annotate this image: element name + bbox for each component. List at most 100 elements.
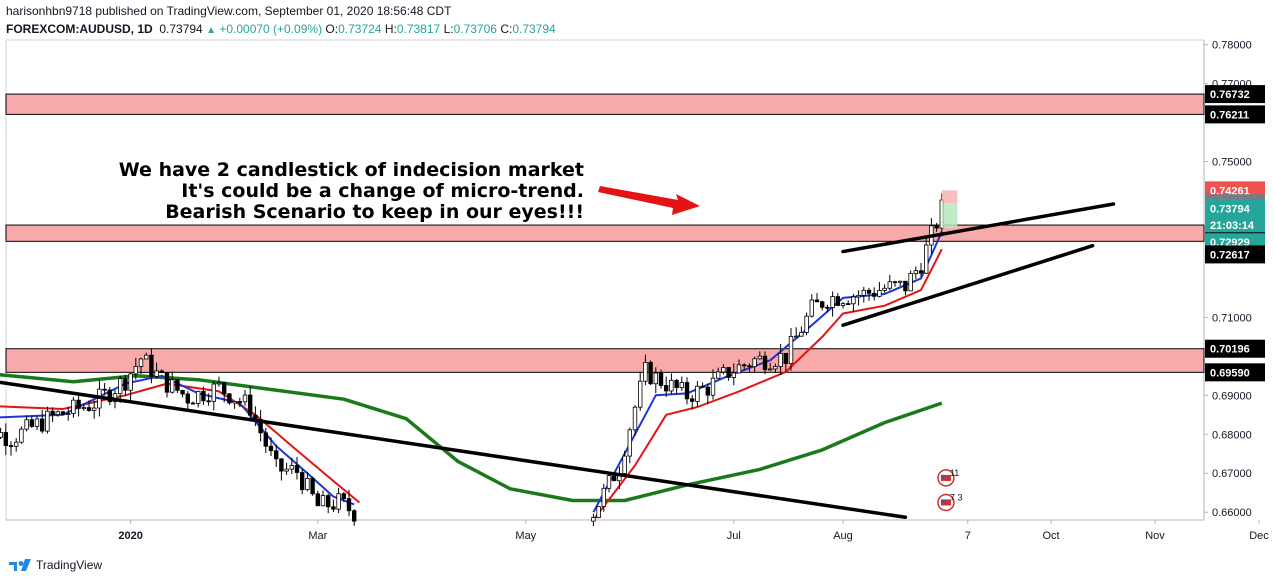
price-tick-label: 0.69000 — [1212, 390, 1252, 402]
candle — [913, 266, 918, 279]
candle — [653, 367, 658, 394]
zone-2 — [5, 348, 1205, 373]
candle-body — [118, 378, 123, 395]
price-label-text: 0.76211 — [1210, 109, 1249, 121]
economic-event[interactable]: 11 — [937, 468, 959, 487]
candle-body — [232, 401, 237, 404]
time-tick-label: 7 — [965, 530, 971, 542]
price-label-bg — [1205, 85, 1265, 104]
candle-body — [861, 289, 866, 296]
candle — [783, 352, 788, 372]
candle-body — [773, 366, 778, 370]
economic-event[interactable]: 7 3 — [937, 492, 963, 512]
candle-body — [934, 225, 939, 229]
candle-body — [716, 371, 721, 379]
position-target-area[interactable] — [941, 203, 958, 229]
candle — [138, 357, 144, 375]
candle — [695, 381, 700, 407]
candle — [284, 462, 289, 475]
time-axis[interactable]: 2020MarMayJulAug7OctNovDec2021 — [118, 520, 1274, 542]
candle-body — [695, 385, 700, 402]
channel-upper-line[interactable] — [841, 202, 1116, 254]
price-label[interactable]: 0.76732 — [1205, 85, 1265, 104]
ema-mid-line-segment-1 — [592, 248, 943, 521]
footer-brand-label: TradingView — [36, 558, 103, 572]
candle-body — [325, 495, 331, 508]
candle-body — [154, 370, 159, 377]
candle — [159, 369, 164, 374]
price-label[interactable]: 21:03:14 — [1205, 216, 1265, 235]
candle-body — [3, 432, 8, 447]
price-tick-label: 0.66000 — [1212, 507, 1252, 519]
candle — [773, 363, 778, 374]
symbol-label[interactable]: FOREXCOM:AUDUSD, 1D — [6, 22, 153, 36]
candle-body — [736, 364, 742, 374]
candle-body — [903, 280, 908, 292]
time-tick-label: Nov — [1145, 530, 1165, 542]
candle-body — [742, 364, 747, 367]
price-axis[interactable]: 0.780000.770000.750000.710000.690000.680… — [1204, 40, 1265, 520]
footer-brand[interactable]: TradingView — [8, 558, 102, 572]
candle — [242, 389, 248, 406]
candle-body — [898, 280, 903, 283]
flag-canton — [940, 474, 945, 478]
economic-events[interactable]: 11 7 3 — [937, 468, 963, 512]
price-label[interactable]: 0.69590 — [1205, 363, 1265, 382]
candle — [227, 393, 232, 405]
candle — [674, 379, 679, 395]
candle-body — [788, 336, 794, 364]
candle-body — [294, 465, 300, 473]
candle-body — [71, 399, 76, 414]
position-stop-area[interactable] — [941, 190, 958, 204]
candle — [180, 389, 185, 398]
candle — [13, 438, 19, 452]
trendlines[interactable] — [0, 202, 1116, 520]
candle — [154, 362, 159, 379]
candle-body — [169, 379, 175, 393]
candle — [19, 426, 24, 444]
candle-body — [918, 270, 924, 274]
candle — [346, 489, 352, 517]
candle — [331, 499, 336, 513]
candle — [804, 312, 809, 336]
price-label[interactable]: 0.70196 — [1205, 339, 1265, 358]
candle — [279, 458, 284, 481]
candle — [835, 293, 840, 307]
candle-body — [820, 301, 825, 308]
candle-body — [596, 506, 601, 518]
price-label[interactable]: 0.76211 — [1205, 105, 1265, 124]
candle — [40, 409, 45, 434]
short-position-box[interactable] — [941, 190, 958, 229]
candle — [627, 427, 632, 464]
candle — [825, 304, 830, 313]
descending-trendline[interactable] — [0, 378, 908, 520]
red-arrow-icon — [598, 186, 700, 215]
candle — [898, 280, 903, 287]
annotation-line-2: Bearish Scenario to keep in our eyes!!! — [165, 201, 584, 223]
candle-body — [638, 380, 643, 408]
candle — [232, 401, 237, 409]
candle-body — [658, 372, 664, 386]
candle — [175, 379, 180, 394]
candle — [164, 372, 170, 398]
candle — [632, 404, 638, 436]
open-value: 0.73724 — [338, 22, 382, 36]
candle-body — [123, 378, 128, 391]
candle-body — [913, 270, 918, 275]
price-label[interactable]: 0.72617 — [1205, 245, 1265, 264]
candle — [622, 450, 627, 477]
candle-body — [794, 335, 799, 338]
candle-body — [279, 458, 284, 472]
candle-body — [159, 370, 164, 374]
candle — [892, 280, 898, 287]
candle — [86, 400, 92, 412]
close-value: 0.73794 — [512, 22, 556, 36]
candle-body — [866, 289, 872, 294]
candle-body — [143, 354, 149, 360]
channel-lower-line[interactable] — [841, 243, 1095, 327]
candle — [118, 375, 123, 403]
candle-body — [263, 432, 268, 447]
price-label[interactable]: 0.73794 — [1205, 199, 1265, 218]
candle-body — [721, 367, 726, 373]
